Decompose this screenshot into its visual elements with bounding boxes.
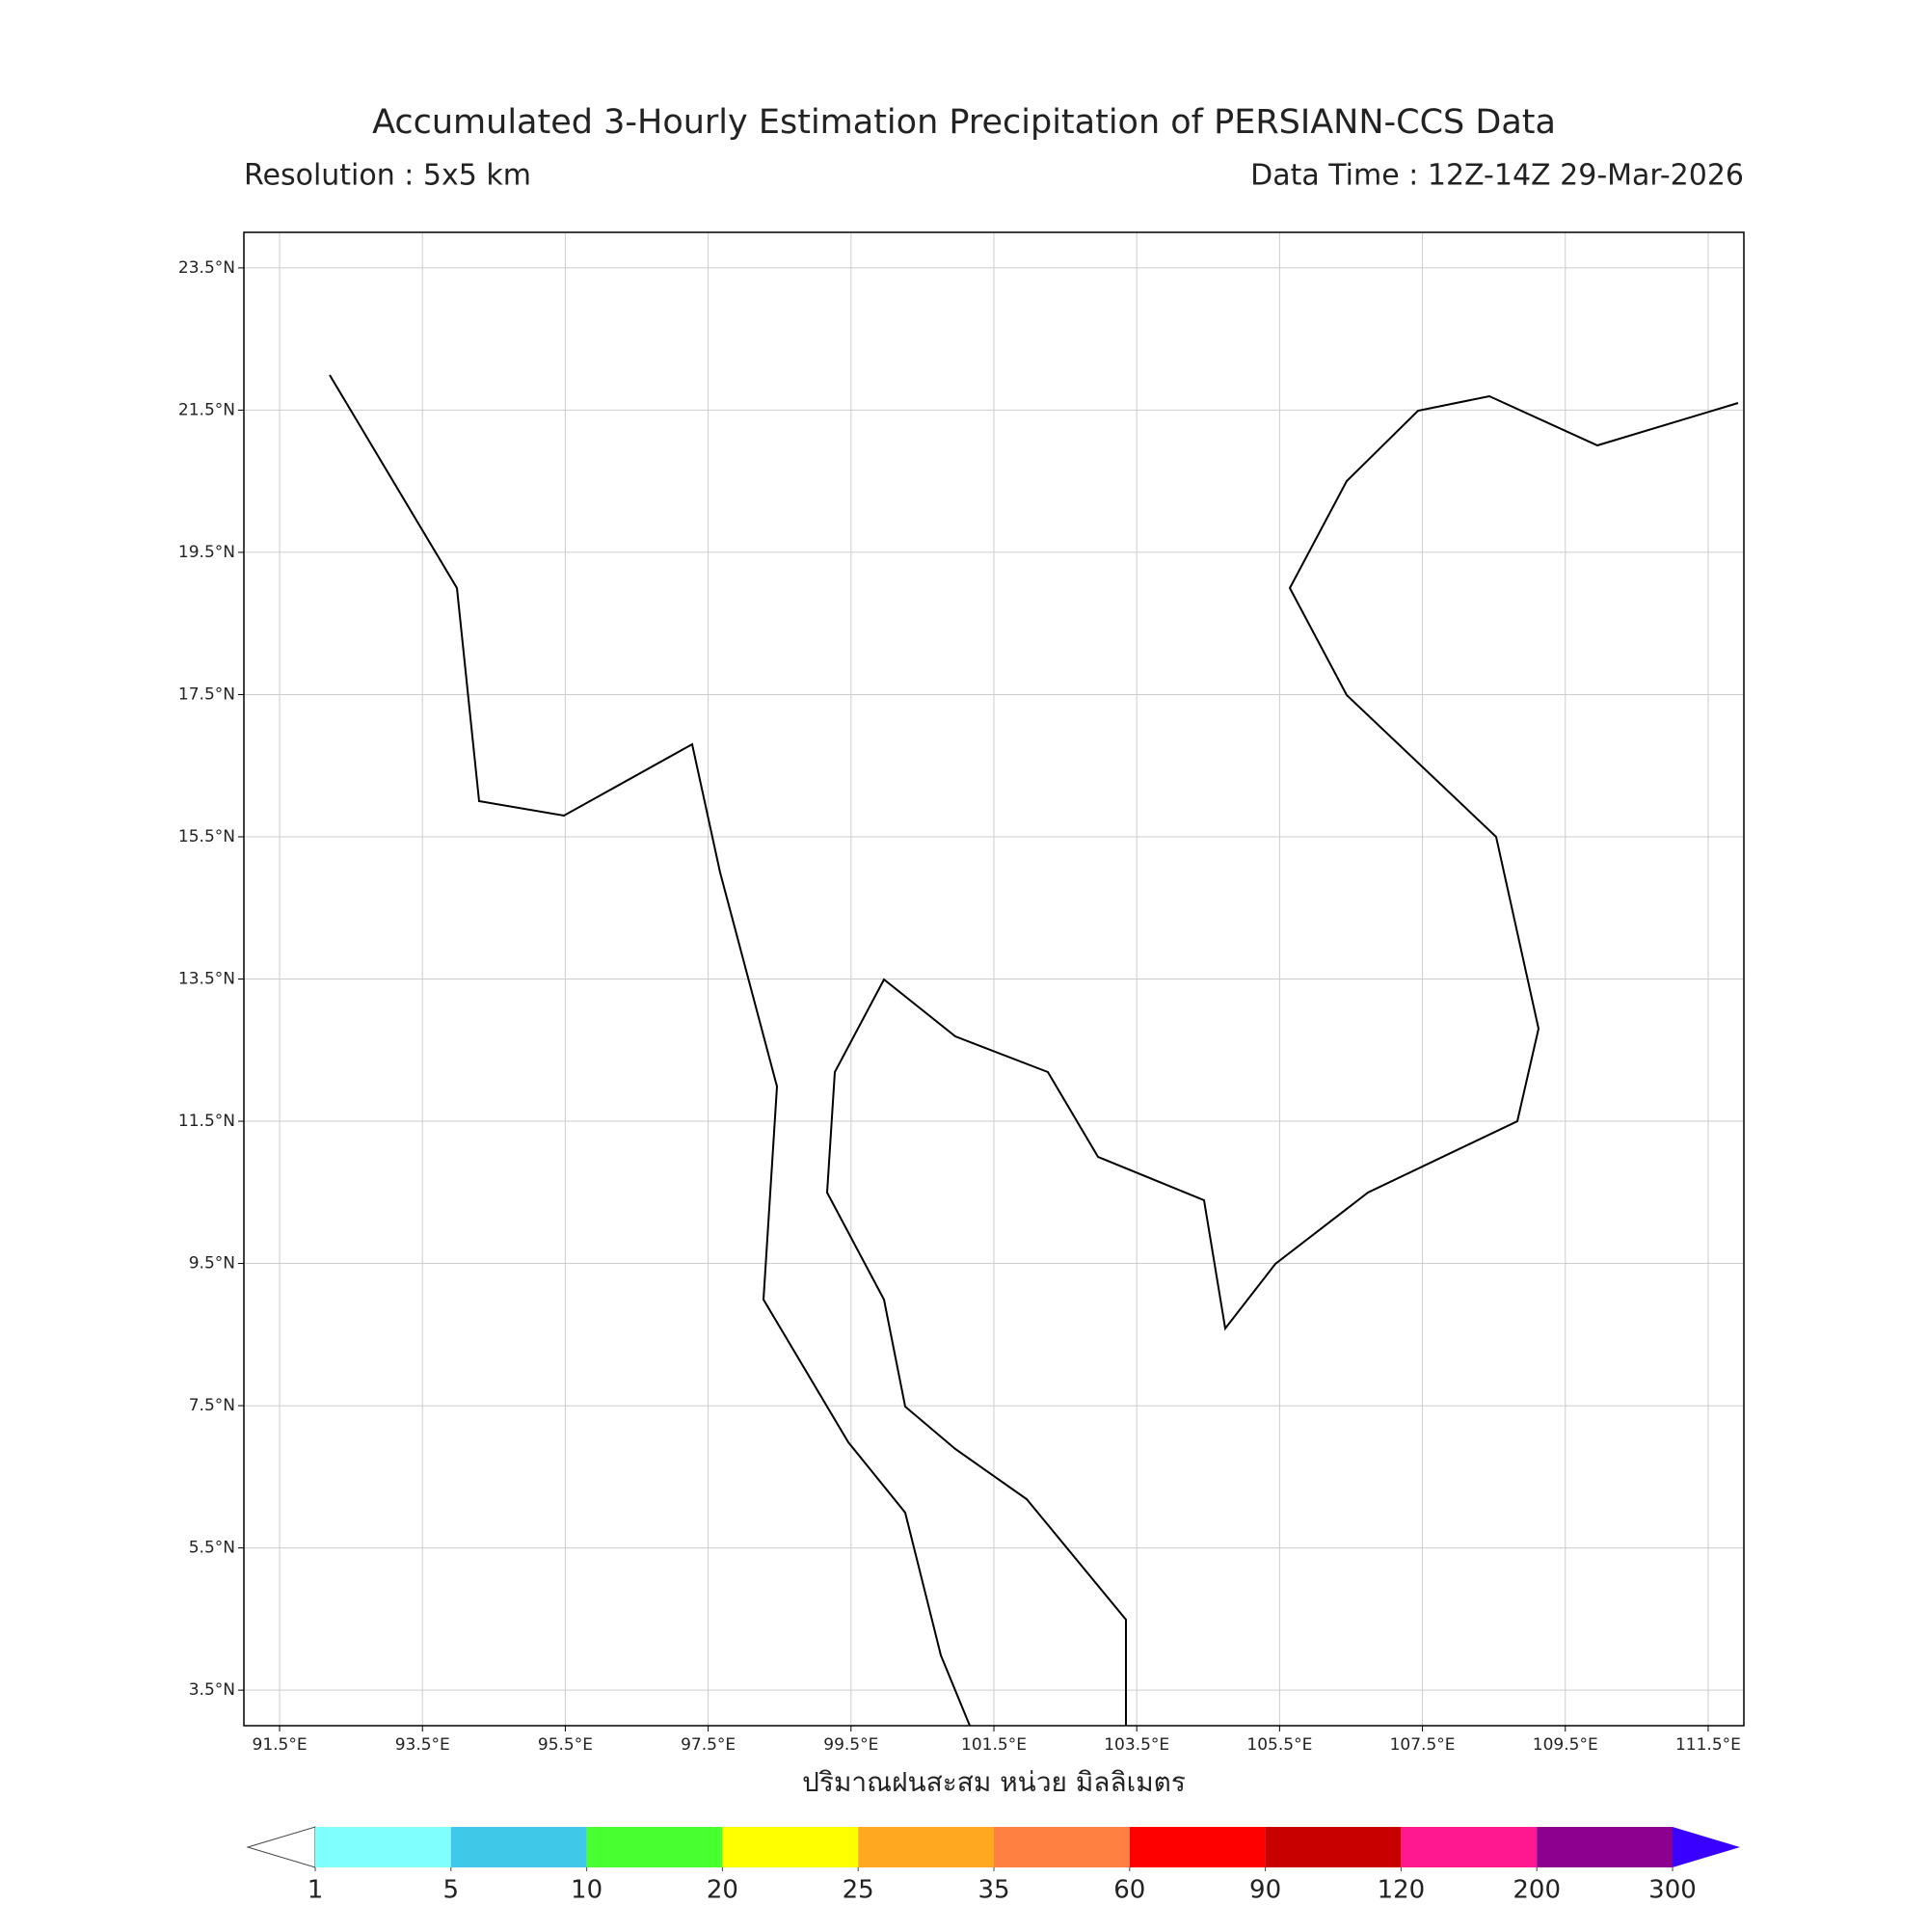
x-tick-label: 105.5°E <box>1246 1735 1312 1755</box>
x-tick-label: 95.5°E <box>538 1735 593 1755</box>
y-tick-label: 13.5°N <box>178 970 235 989</box>
axis-label: ปริมาณฝนสะสม หน่วย มิลลิเมตร <box>802 1766 1186 1798</box>
y-tick-label: 7.5°N <box>189 1396 235 1415</box>
colorbar-label: 90 <box>1249 1876 1281 1905</box>
y-tick-label: 11.5°N <box>178 1112 235 1131</box>
colorbar-segment <box>1537 1827 1673 1867</box>
colorbar-label: 10 <box>571 1876 602 1905</box>
y-tick-label: 19.5°N <box>178 543 235 562</box>
colorbar-label: 300 <box>1648 1876 1697 1905</box>
x-tick-label: 109.5°E <box>1533 1735 1598 1755</box>
colorbar-label: 5 <box>443 1876 460 1905</box>
colorbar-segment <box>450 1827 587 1867</box>
colorbar-segment <box>315 1827 451 1867</box>
y-tick-label: 23.5°N <box>178 258 235 278</box>
colorbar-segment <box>1129 1827 1266 1867</box>
colorbar-segment <box>858 1827 994 1867</box>
x-tick-label: 107.5°E <box>1390 1735 1456 1755</box>
colorbar-segment <box>722 1827 859 1867</box>
x-tick-label: 93.5°E <box>395 1735 450 1755</box>
x-tick-label: 103.5°E <box>1104 1735 1169 1755</box>
x-tick-label: 91.5°E <box>253 1735 308 1755</box>
y-tick-label: 15.5°N <box>178 827 235 846</box>
y-tick-label: 5.5°N <box>189 1539 235 1558</box>
y-tick-label: 9.5°N <box>189 1254 235 1274</box>
x-tick-label: 97.5°E <box>681 1735 736 1755</box>
x-tick-label: 111.5°E <box>1675 1735 1741 1755</box>
colorbar-label: 120 <box>1378 1876 1426 1905</box>
resolution: Resolution : 5x5 km <box>244 159 531 193</box>
x-tick-label: 99.5°E <box>823 1735 878 1755</box>
colorbar: 1 5 10 20 25 35 60 90 120 200 300 <box>246 1826 1740 1905</box>
colorbar-label: 60 <box>1113 1876 1145 1905</box>
colorbar-label: 200 <box>1513 1876 1561 1905</box>
colorbar-label: 35 <box>977 1876 1009 1905</box>
colorbar-segment <box>994 1827 1130 1867</box>
colorbar-label: 20 <box>707 1876 738 1905</box>
coastline-west <box>329 374 971 1727</box>
colorbar-segment <box>586 1827 723 1867</box>
coastline-east <box>825 394 1739 1726</box>
colorbar-label: 1 <box>308 1876 324 1905</box>
y-tick-label: 3.5°N <box>189 1680 235 1700</box>
title: Accumulated 3-Hourly Estimation Precipit… <box>372 103 1556 142</box>
colorbar-over <box>1673 1827 1740 1867</box>
grid: 91.5°E 93.5°E 95.5°E 97.5°E 99.5°E 101.5°E 103… <box>178 232 1744 1755</box>
colorbar-segment <box>1265 1827 1402 1867</box>
colorbar-label: 25 <box>843 1876 874 1905</box>
x-tick-label: 101.5°E <box>961 1735 1027 1755</box>
data-time: Data Time : 12Z-14Z 29-Mar-2026 <box>1250 159 1744 193</box>
y-tick-label: 17.5°N <box>178 684 235 704</box>
y-tick-label: 21.5°N <box>178 400 235 419</box>
map-frame <box>243 231 1745 1727</box>
colorbar-segment <box>1401 1827 1538 1867</box>
